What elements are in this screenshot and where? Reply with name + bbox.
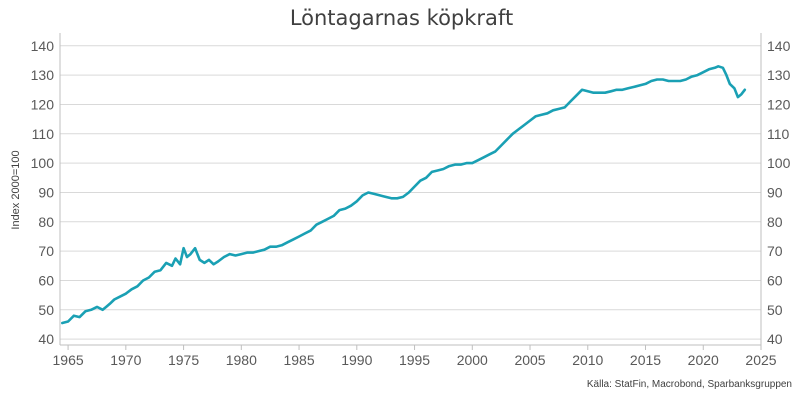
y-tick-left-80: 80	[38, 214, 54, 230]
x-tick-2005: 2005	[514, 352, 545, 368]
x-tick-1985: 1985	[283, 352, 314, 368]
y-tick-left-90: 90	[38, 184, 54, 200]
y-tick-right-80: 80	[767, 214, 783, 230]
y-tick-left-50: 50	[38, 302, 54, 318]
y-tick-right-70: 70	[767, 243, 783, 259]
y-tick-right-140: 140	[767, 38, 791, 54]
y-tick-left-120: 120	[31, 96, 55, 112]
gridlines	[60, 45, 761, 340]
x-tick-2020: 2020	[688, 352, 719, 368]
y-tick-left-60: 60	[38, 272, 54, 288]
x-tick-2010: 2010	[572, 352, 603, 368]
axes	[59, 33, 762, 346]
y-ticks-right: 40 50 60 70 80 90 100 110 120 130 140	[767, 38, 791, 347]
x-ticks: 1965 1970 1975 1980 1985 1990 1995 2000 2005 2010…	[53, 345, 777, 368]
y-tick-right-40: 40	[767, 331, 783, 347]
y-tick-right-100: 100	[767, 155, 791, 171]
y-tick-left-40: 40	[38, 331, 54, 347]
x-tick-1970: 1970	[110, 352, 141, 368]
x-tick-1975: 1975	[168, 352, 199, 368]
y-ticks-left: 40 50 60 70 80 90 100 110 120 130 140	[31, 38, 55, 347]
y-tick-left-100: 100	[31, 155, 55, 171]
x-tick-1995: 1995	[399, 352, 430, 368]
y-tick-right-120: 120	[767, 96, 791, 112]
y-tick-left-140: 140	[31, 38, 55, 54]
chart-title: Löntagarnas köpkraft	[289, 6, 514, 30]
x-tick-2015: 2015	[630, 352, 661, 368]
x-tick-1980: 1980	[226, 352, 257, 368]
series-line-1	[60, 65, 747, 325]
series-group	[60, 65, 747, 325]
x-tick-1965: 1965	[53, 352, 84, 368]
y-tick-right-60: 60	[767, 272, 783, 288]
x-tick-2000: 2000	[457, 352, 488, 368]
y-tick-left-110: 110	[32, 126, 55, 142]
y-tick-right-110: 110	[767, 126, 790, 142]
y-tick-left-130: 130	[31, 67, 55, 83]
y-tick-right-90: 90	[767, 184, 783, 200]
source-note: Källa: StatFin, Macrobond, Sparbanksgrup…	[586, 379, 792, 390]
y-tick-right-130: 130	[767, 67, 791, 83]
y-tick-left-70: 70	[38, 243, 54, 259]
x-tick-1990: 1990	[341, 352, 372, 368]
x-tick-2025: 2025	[745, 352, 776, 368]
y-tick-right-50: 50	[767, 302, 783, 318]
